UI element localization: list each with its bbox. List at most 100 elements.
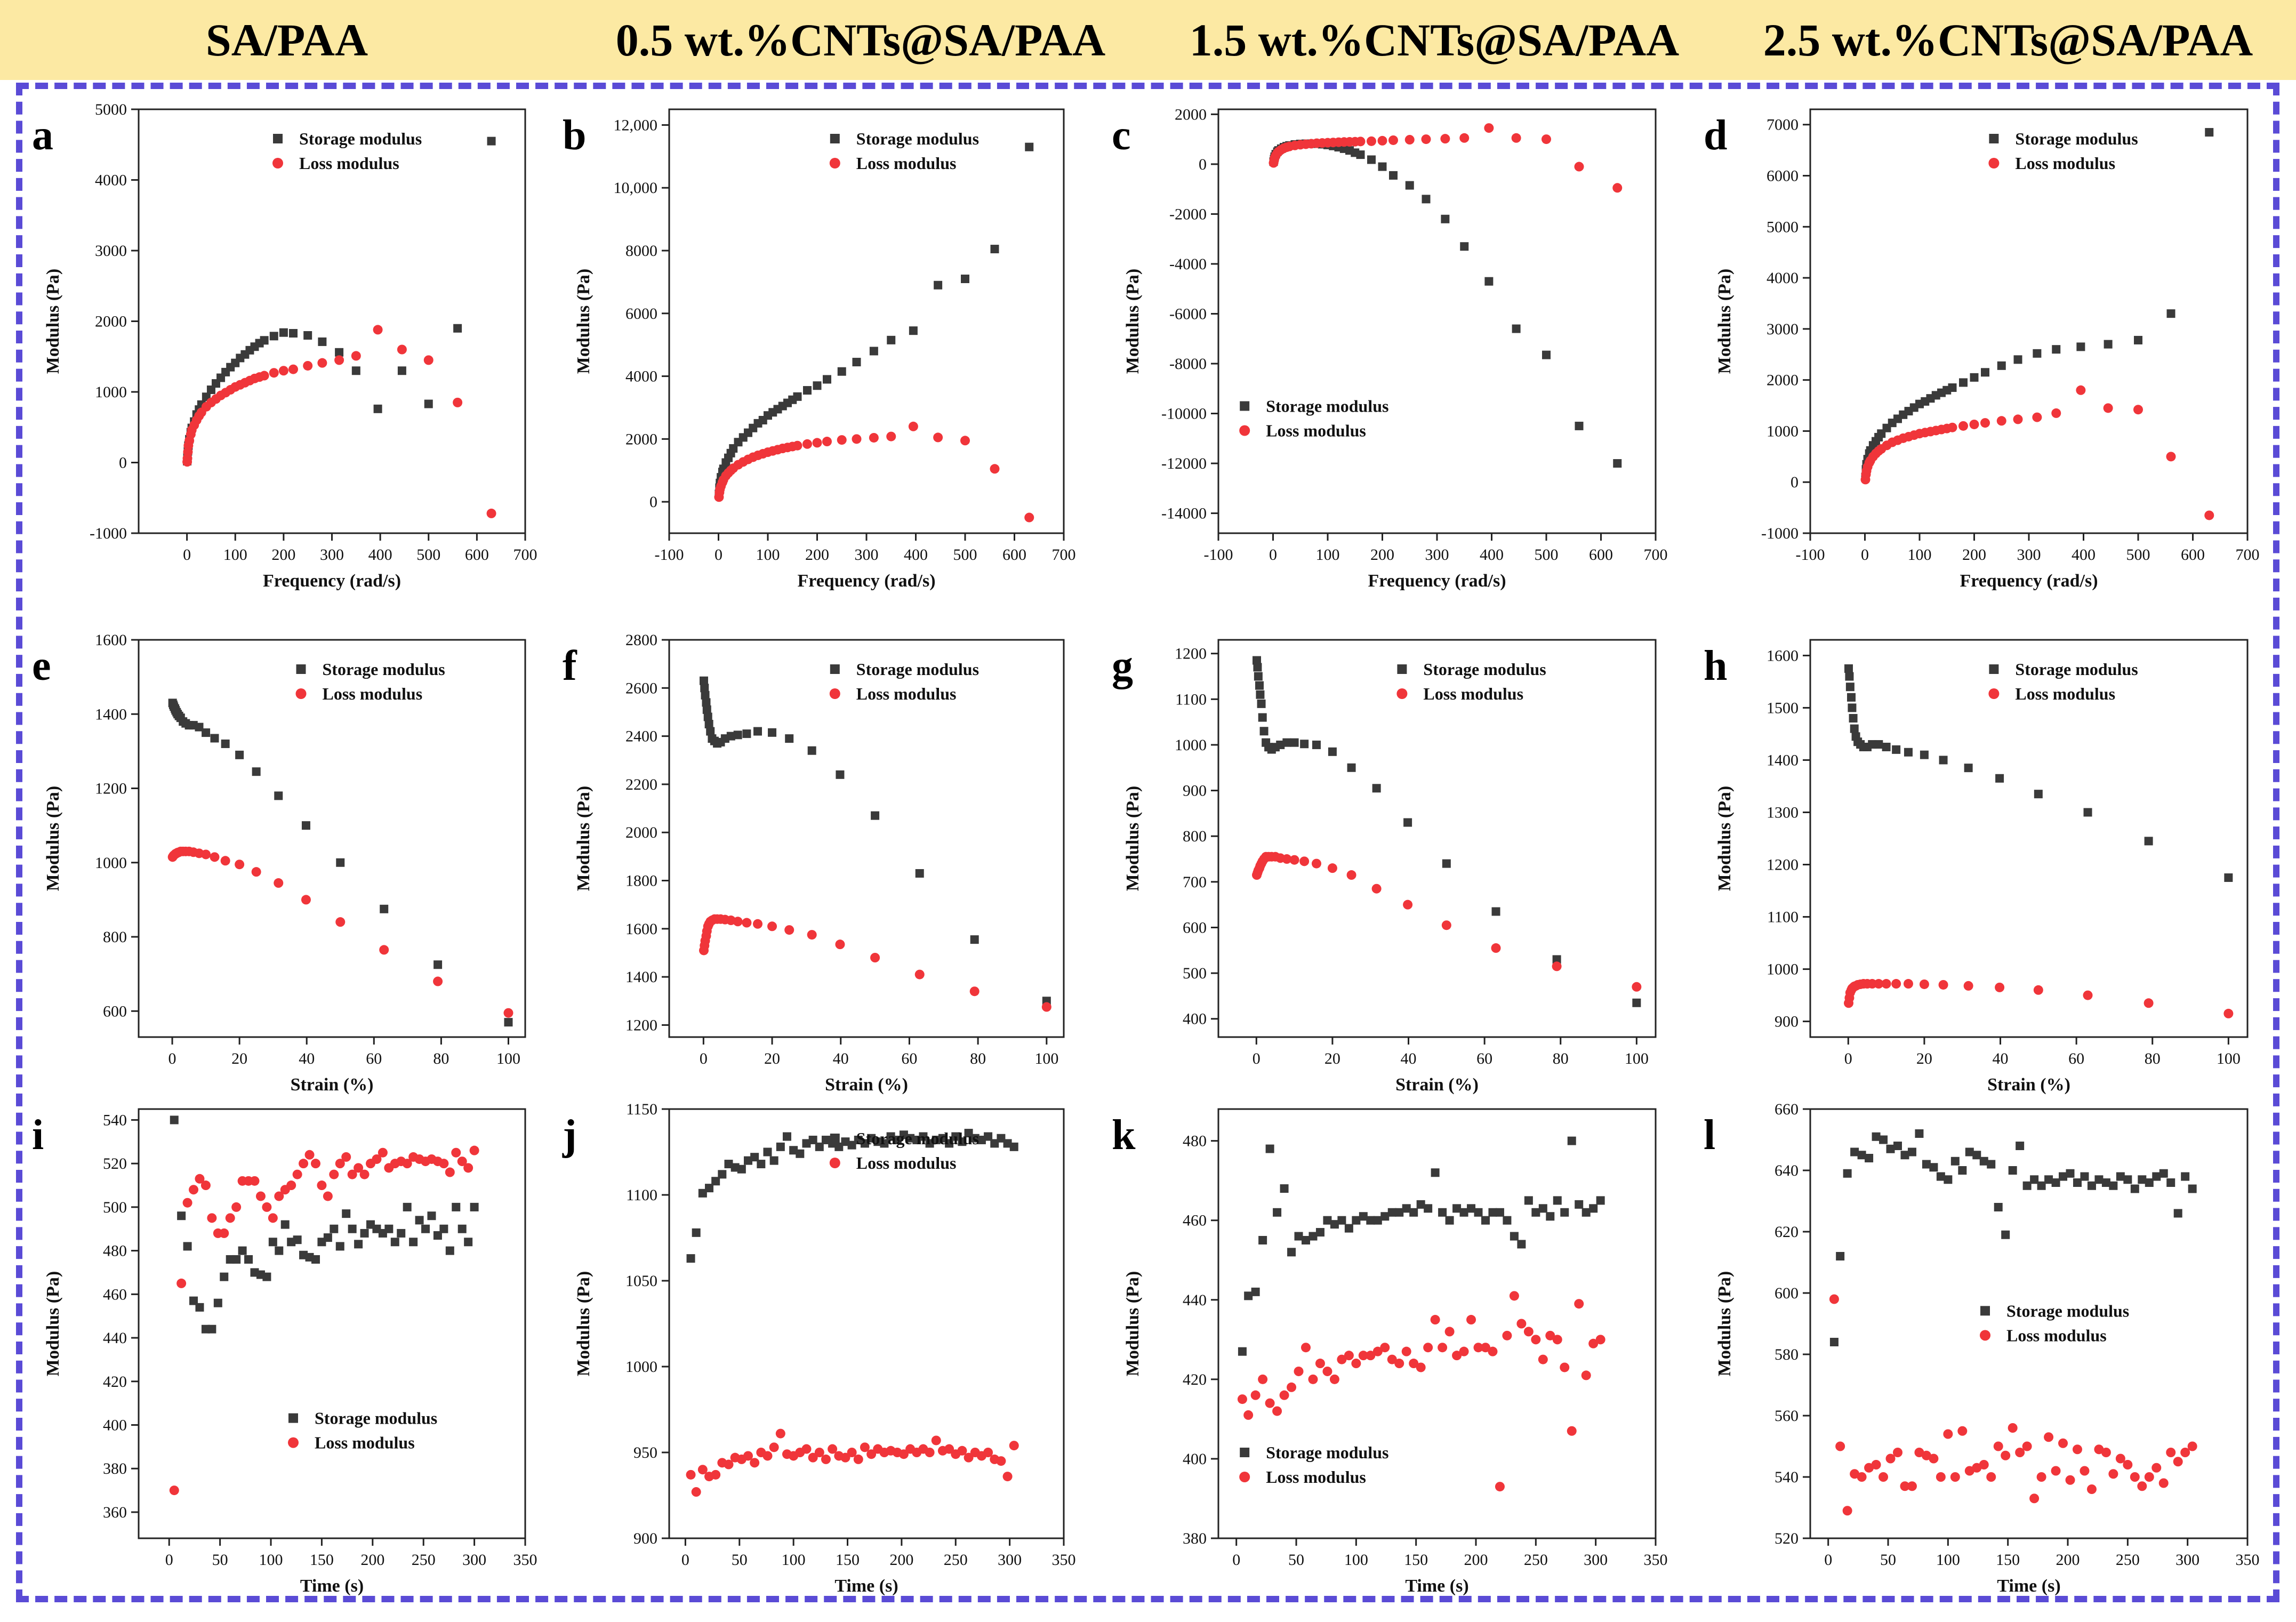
storage-point — [433, 1231, 442, 1240]
storage-point — [1843, 1169, 1852, 1178]
x-tick-label: 50 — [1288, 1551, 1304, 1569]
loss-point — [957, 1446, 967, 1456]
loss-point — [503, 1008, 513, 1018]
storage-point — [170, 1115, 179, 1125]
series-storage — [686, 1129, 1018, 1263]
storage-point — [1256, 690, 1265, 699]
storage-point — [1939, 756, 1948, 765]
storage-point — [2166, 1178, 2175, 1187]
x-tick-label: 200 — [2056, 1551, 2080, 1569]
loss-point — [1835, 1441, 1845, 1451]
storage-point — [757, 1160, 766, 1169]
loss-point — [914, 969, 925, 979]
storage-point — [1836, 1252, 1845, 1260]
loss-point — [1842, 1506, 1852, 1516]
x-axis-title: Frequency (rad/s) — [263, 571, 401, 591]
storage-point — [1389, 171, 1398, 180]
storage-point — [984, 1132, 993, 1141]
x-axis-title: Time (s) — [834, 1576, 898, 1596]
storage-point — [1546, 1212, 1555, 1221]
loss-point — [486, 508, 496, 518]
x-axis-title: Frequency (rad/s) — [1960, 571, 2098, 591]
storage-point — [189, 1296, 198, 1305]
x-tick-label: 0 — [700, 1050, 708, 1067]
storage-point — [427, 1211, 436, 1220]
storage-point — [704, 720, 713, 729]
loss-point — [372, 1154, 382, 1164]
legend: Storage modulus Loss modulus — [829, 660, 979, 703]
storage-point — [837, 367, 846, 376]
loss-point — [334, 355, 344, 365]
storage-point — [718, 1170, 727, 1179]
panel-label: f — [563, 643, 577, 689]
storage-point — [1907, 1147, 1916, 1157]
loss-point — [463, 1163, 473, 1173]
legend-storage-marker — [830, 134, 840, 143]
storage-point — [2080, 1172, 2089, 1181]
storage-point — [744, 1156, 752, 1165]
storage-point — [2130, 1184, 2139, 1193]
loss-point — [1423, 1343, 1433, 1353]
series-loss — [699, 914, 1051, 1012]
storage-point — [871, 811, 880, 820]
loss-point — [1574, 1299, 1584, 1309]
storage-point — [938, 1134, 947, 1143]
storage-point — [1265, 1144, 1274, 1153]
storage-point — [360, 1228, 369, 1238]
y-tick-label: 700 — [1183, 873, 1207, 891]
storage-point — [1920, 750, 1929, 759]
storage-point — [2033, 349, 2042, 358]
y-tick-label: 1400 — [625, 968, 657, 986]
plot-frame — [138, 108, 526, 534]
panel-label: b — [563, 112, 587, 159]
legend-storage-marker — [830, 664, 840, 674]
x-tick-label: 250 — [412, 1551, 436, 1569]
x-tick-label: 40 — [833, 1050, 849, 1067]
loss-point — [733, 917, 743, 927]
storage-point — [2052, 345, 2061, 354]
x-tick-label: 400 — [904, 546, 928, 564]
storage-point — [1987, 1160, 1996, 1169]
loss-point — [2180, 1448, 2190, 1457]
x-tick-label: 100 — [1908, 546, 1932, 564]
loss-point — [1294, 1366, 1304, 1376]
storage-point — [906, 1134, 915, 1143]
loss-point — [812, 438, 822, 448]
storage-point — [210, 734, 219, 743]
storage-point — [1964, 764, 1973, 773]
storage-point — [2123, 1175, 2132, 1184]
loss-point — [931, 1435, 941, 1446]
panel-label: g — [1112, 643, 1133, 689]
storage-point — [439, 1224, 448, 1233]
legend-storage-marker — [1980, 1306, 1990, 1316]
loss-point — [1416, 1362, 1426, 1372]
storage-point — [724, 1160, 733, 1169]
storage-point — [336, 858, 345, 867]
storage-point — [1460, 242, 1469, 251]
loss-point — [445, 1167, 455, 1177]
loss-point — [821, 1454, 831, 1464]
storage-point — [1900, 1151, 1909, 1160]
x-tick-label: 200 — [1464, 1551, 1488, 1569]
storage-point — [1238, 1347, 1247, 1356]
series-loss — [1269, 123, 1623, 193]
storage-point — [303, 331, 312, 340]
loss-point — [225, 1213, 235, 1223]
loss-point — [1473, 1343, 1483, 1353]
legend-label: Loss modulus — [323, 684, 423, 703]
storage-point — [813, 381, 822, 390]
loss-point — [802, 439, 812, 449]
loss-point — [2187, 1441, 2197, 1451]
loss-point — [378, 1147, 388, 1158]
x-tick-label: 300 — [855, 546, 879, 564]
loss-point — [373, 325, 383, 335]
loss-point — [2166, 1448, 2176, 1457]
legend-label: Storage modulus — [2015, 660, 2138, 679]
y-tick-label: 1000 — [1767, 961, 1799, 978]
loss-point — [2051, 408, 2061, 418]
series-storage — [1861, 128, 2214, 481]
loss-point — [1377, 135, 1387, 146]
storage-point — [1372, 784, 1381, 793]
storage-point — [330, 1224, 339, 1233]
storage-point — [880, 1139, 889, 1148]
